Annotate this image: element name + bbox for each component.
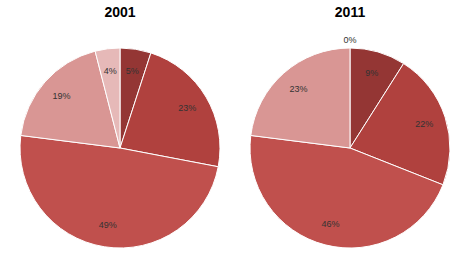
svg-text:23%: 23%: [178, 103, 196, 113]
svg-text:9%: 9%: [365, 68, 378, 78]
svg-text:23%: 23%: [289, 84, 307, 94]
svg-text:5%: 5%: [126, 66, 139, 76]
svg-text:22%: 22%: [415, 119, 433, 129]
html-text:2011: 2011: [334, 4, 366, 20]
svg-text:49%: 49%: [99, 220, 117, 230]
html-text:2001: 2001: [104, 4, 136, 20]
svg-text:46%: 46%: [322, 219, 340, 229]
svg-text:0%: 0%: [343, 35, 356, 45]
svg-text:4%: 4%: [104, 66, 117, 76]
svg-text:19%: 19%: [52, 91, 70, 101]
